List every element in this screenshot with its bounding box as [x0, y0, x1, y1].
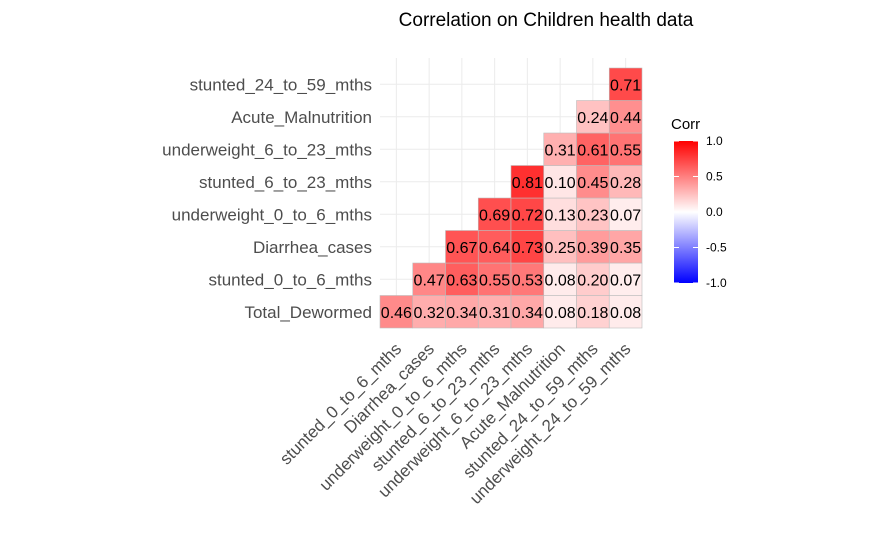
cell-value-label: 0.53 — [512, 272, 543, 289]
row-labels: Total_Dewormed stunted_0_to_6_mths Diarrhe… — [162, 75, 372, 322]
cell-value-label: 0.69 — [479, 207, 510, 224]
row-label: Total_Dewormed — [244, 303, 372, 322]
cell-value-label: 0.13 — [545, 207, 576, 224]
cell-value-label: 0.39 — [577, 240, 608, 257]
cell-value-label: 0.20 — [577, 272, 608, 289]
cell-value-label: 0.32 — [414, 305, 445, 322]
cell-value-label: 0.64 — [479, 240, 510, 257]
row-label: stunted_24_to_59_mths — [190, 75, 372, 94]
heatmap-cell — [510, 295, 545, 329]
heatmap-cell — [477, 197, 512, 231]
heatmap-cell — [543, 262, 577, 296]
cell-value-label: 0.35 — [610, 240, 641, 257]
cell-value-label: 0.55 — [610, 142, 641, 159]
legend: Corr 1.0 0.5 0.0 -0.5 -1.0 — [671, 116, 727, 290]
chart-title: Correlation on Children health data — [399, 10, 694, 31]
row-label: underweight_0_to_6_mths — [172, 205, 372, 224]
heatmap-cell — [608, 230, 643, 264]
cell-value-label: 0.34 — [512, 305, 543, 322]
cell-value-label: 0.73 — [512, 240, 543, 257]
heatmap-cell — [510, 262, 545, 296]
cell-value-label: 0.45 — [577, 175, 608, 192]
heatmap-cell — [576, 262, 610, 296]
legend-title: Corr — [671, 116, 700, 133]
cell-value-label: 0.31 — [545, 142, 576, 159]
legend-tick-label: 1.0 — [706, 134, 723, 148]
heatmap-cell — [608, 295, 643, 329]
cell-value-label: 0.25 — [545, 240, 576, 257]
cell-value-label: 0.71 — [610, 77, 641, 94]
heatmap-cell — [608, 165, 643, 199]
cell-value-label: 0.07 — [610, 272, 641, 289]
cell-value-label: 0.34 — [446, 305, 477, 322]
cell-value-label: 0.72 — [512, 207, 543, 224]
heatmap-cell — [543, 295, 577, 329]
heatmap-cell — [576, 100, 610, 134]
heatmap-cell — [477, 262, 512, 296]
cell-value-label: 0.18 — [577, 305, 608, 322]
legend-tick-label: 0.5 — [706, 170, 723, 184]
cell-value-label: 0.44 — [610, 110, 641, 127]
cell-value-label: 0.63 — [446, 272, 477, 289]
heatmap-cell — [412, 295, 446, 329]
cell-value-label: 0.81 — [512, 175, 543, 192]
heatmap-cell — [412, 262, 446, 296]
cell-value-label: 0.31 — [479, 305, 510, 322]
column-labels: stunted_0_to_6_mthsDiarrhea_casesunderwe… — [276, 339, 634, 507]
heatmap-cell — [445, 295, 479, 329]
row-label: Diarrhea_cases — [253, 238, 372, 257]
cell-value-label: 0.28 — [610, 175, 641, 192]
row-label: underweight_6_to_23_mths — [162, 140, 372, 159]
heatmap-cell — [543, 165, 577, 199]
cell-value-label: 0.47 — [414, 272, 445, 289]
cell-value-label: 0.67 — [446, 240, 477, 257]
heatmap-cell — [379, 295, 414, 329]
legend-tick-label: -1.0 — [706, 276, 727, 290]
heatmap-cell — [608, 100, 643, 134]
cell-value-label: 0.55 — [479, 272, 510, 289]
legend-tick-label: 0.0 — [706, 205, 723, 219]
row-label: Acute_Malnutrition — [231, 108, 372, 127]
heatmap-cells: 0.46 0.32 0.34 0.31 0.34 0.08 0.18 0.080.47 0.63… — [379, 67, 643, 329]
cell-value-label: 0.24 — [577, 110, 608, 127]
cell-value-label: 0.08 — [545, 272, 576, 289]
cell-value-label: 0.46 — [381, 305, 412, 322]
cell-value-label: 0.08 — [610, 305, 641, 322]
cell-value-label: 0.61 — [577, 142, 608, 159]
heatmap-cell — [608, 67, 643, 101]
heatmap-cell — [445, 262, 479, 296]
heatmap-cell — [510, 165, 545, 199]
heatmap-cell — [576, 132, 610, 166]
cell-value-label: 0.08 — [545, 305, 576, 322]
legend-tick-label: -0.5 — [706, 241, 727, 255]
cell-value-label: 0.23 — [577, 207, 608, 224]
heatmap-cell — [510, 197, 545, 231]
heatmap-cell — [445, 230, 479, 264]
heatmap-cell — [608, 197, 643, 231]
cell-value-label: 0.07 — [610, 207, 641, 224]
heatmap-cell — [608, 262, 643, 296]
row-label: stunted_0_to_6_mths — [208, 270, 372, 289]
row-label: stunted_6_to_23_mths — [199, 173, 372, 192]
heatmap-cell — [543, 230, 577, 264]
cell-value-label: 0.10 — [545, 175, 576, 192]
